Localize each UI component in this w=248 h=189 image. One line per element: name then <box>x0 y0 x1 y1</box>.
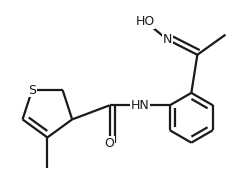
Text: HO: HO <box>136 15 155 28</box>
Text: O: O <box>105 137 115 150</box>
Text: HN: HN <box>130 99 149 112</box>
Text: S: S <box>28 84 36 97</box>
Text: N: N <box>162 33 172 46</box>
